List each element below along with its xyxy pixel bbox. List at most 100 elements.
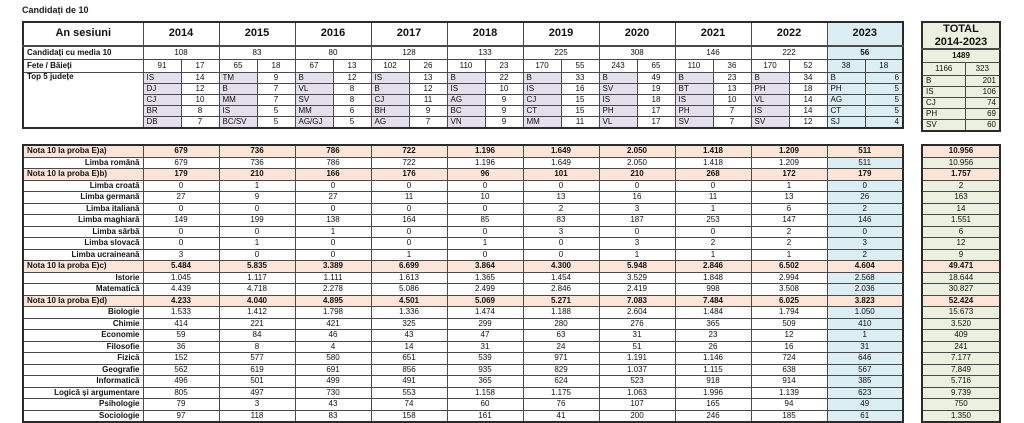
table-row: 12 bbox=[921, 237, 1001, 250]
table-row: Nota 10 la proba E)b) 179 210 166 176 96 101 21… bbox=[22, 168, 904, 181]
county-count-cell: 4 bbox=[864, 116, 904, 129]
county-count-cell: 5 bbox=[864, 83, 904, 95]
total-cell: 7.177 bbox=[921, 352, 1001, 365]
value-cell: 5.086 bbox=[370, 283, 448, 296]
county-code-cell: BC/SV bbox=[218, 116, 258, 129]
county-count-cell: 7 bbox=[256, 94, 296, 106]
section-value-cell: 1.196 bbox=[446, 144, 524, 158]
section-label: Nota 10 la proba E)b) bbox=[22, 168, 144, 181]
value-cell: 1 bbox=[674, 202, 752, 216]
subject-label: Limba italiană bbox=[22, 202, 144, 216]
county-code-cell: TM bbox=[218, 72, 258, 84]
value-cell: 2 bbox=[522, 202, 600, 216]
media10-value: 222 bbox=[750, 45, 828, 60]
girls-count: 170 bbox=[750, 59, 790, 73]
table-row: 163 bbox=[921, 191, 1001, 204]
total-cell: 1.350 bbox=[921, 409, 1001, 423]
county-count-cell: 9 bbox=[408, 105, 448, 117]
value-cell: 1 bbox=[370, 248, 448, 262]
girls-count: 243 bbox=[598, 59, 638, 73]
value-cell: 691 bbox=[294, 363, 372, 377]
value-cell: 1 bbox=[674, 248, 752, 262]
year-header: 2014 bbox=[142, 21, 220, 47]
value-cell: 2.036 bbox=[826, 283, 904, 296]
county-code-cell: IS bbox=[674, 94, 714, 106]
value-cell: 149 bbox=[142, 214, 220, 227]
section-value-cell: 679 bbox=[142, 144, 220, 158]
value-cell: 31 bbox=[598, 329, 676, 342]
county-count-cell: 14 bbox=[180, 72, 220, 84]
value-cell: 829 bbox=[522, 363, 600, 377]
county-code-cell: MM bbox=[294, 105, 334, 117]
value-cell: 914 bbox=[750, 375, 828, 388]
value-cell: 511 bbox=[826, 156, 904, 170]
section-value-cell: 3.389 bbox=[294, 260, 372, 273]
county-count-cell: 7 bbox=[712, 116, 752, 129]
value-cell: 299 bbox=[446, 317, 524, 331]
section-value-cell: 7.083 bbox=[598, 294, 676, 308]
value-cell: 0 bbox=[294, 202, 372, 216]
value-cell: 1.111 bbox=[294, 271, 372, 285]
value-cell: 1.188 bbox=[522, 306, 600, 319]
county-count-cell: 18 bbox=[788, 83, 828, 95]
subject-label: Chimie bbox=[22, 317, 144, 331]
section-label: Nota 10 la proba E)d) bbox=[22, 294, 144, 308]
total-girls-count: 1166 bbox=[921, 62, 966, 77]
county-count-cell: 5 bbox=[256, 116, 296, 129]
boys-count: 23 bbox=[484, 59, 524, 73]
county-code-cell: CT bbox=[522, 105, 562, 117]
subject-label: Biologie bbox=[22, 306, 144, 319]
county-count-cell: 11 bbox=[408, 94, 448, 106]
value-cell: 724 bbox=[750, 352, 828, 365]
total-cell: 750 bbox=[921, 398, 1001, 411]
value-cell: 0 bbox=[598, 179, 676, 193]
girls-count: 110 bbox=[674, 59, 714, 73]
county-code-cell: CT bbox=[826, 105, 866, 117]
table-row: Geografie 562 619 691 856 935 829 1.037 1.115 638… bbox=[22, 363, 904, 377]
value-cell: 1.336 bbox=[370, 306, 448, 319]
county-code-cell: CJ bbox=[142, 94, 182, 106]
table-row: 750 bbox=[921, 398, 1001, 411]
table-row: PH 69 bbox=[921, 108, 1001, 121]
value-cell: 499 bbox=[294, 375, 372, 388]
value-cell: 385 bbox=[826, 375, 904, 388]
value-cell: 410 bbox=[826, 317, 904, 331]
value-cell: 3 bbox=[598, 202, 676, 216]
value-cell: 1.045 bbox=[142, 271, 220, 285]
total-cell: 15.673 bbox=[921, 306, 1001, 319]
county-count-cell: 5 bbox=[332, 116, 372, 129]
county-code-cell: DB bbox=[142, 116, 182, 129]
value-cell: 0 bbox=[370, 202, 448, 216]
county-count-cell: 22 bbox=[484, 72, 524, 84]
table-row: 1.551 bbox=[921, 214, 1001, 227]
total-cell: 1.551 bbox=[921, 214, 1001, 227]
value-cell: 1.649 bbox=[522, 156, 600, 170]
value-cell: 365 bbox=[674, 317, 752, 331]
value-cell: 0 bbox=[446, 225, 524, 239]
county-code-cell: MM bbox=[218, 94, 258, 106]
value-cell: 97 bbox=[142, 409, 220, 423]
section-value-cell: 4.604 bbox=[826, 260, 904, 273]
value-cell: 221 bbox=[218, 317, 296, 331]
county-code-cell: PH bbox=[598, 105, 638, 117]
value-cell: 83 bbox=[294, 409, 372, 423]
row-label: Candidați cu media 10 bbox=[22, 45, 144, 60]
county-count-cell: 7 bbox=[712, 105, 752, 117]
section-value-cell: 6.025 bbox=[750, 294, 828, 308]
value-cell: 619 bbox=[218, 363, 296, 377]
table-row: Fizică 152 577 580 651 539 971 1.191 1.146 724 646 bbox=[22, 352, 904, 365]
value-cell: 47 bbox=[446, 329, 524, 342]
section-value-cell: 3.864 bbox=[446, 260, 524, 273]
table-row: Filosofie 36 8 4 14 31 24 51 26 16 31 bbox=[22, 340, 904, 354]
value-cell: 2.419 bbox=[598, 283, 676, 296]
subject-label: Geografie bbox=[22, 363, 144, 377]
value-cell: 0 bbox=[446, 202, 524, 216]
section-value-cell: 5.484 bbox=[142, 260, 220, 273]
county-count-cell: 12 bbox=[788, 116, 828, 129]
total-cell: 30.827 bbox=[921, 283, 1001, 296]
value-cell: 0 bbox=[142, 179, 220, 193]
value-cell: 8 bbox=[218, 340, 296, 354]
county-count-cell: 11 bbox=[560, 116, 600, 129]
value-cell: 146 bbox=[826, 214, 904, 227]
value-cell: 1.613 bbox=[370, 271, 448, 285]
